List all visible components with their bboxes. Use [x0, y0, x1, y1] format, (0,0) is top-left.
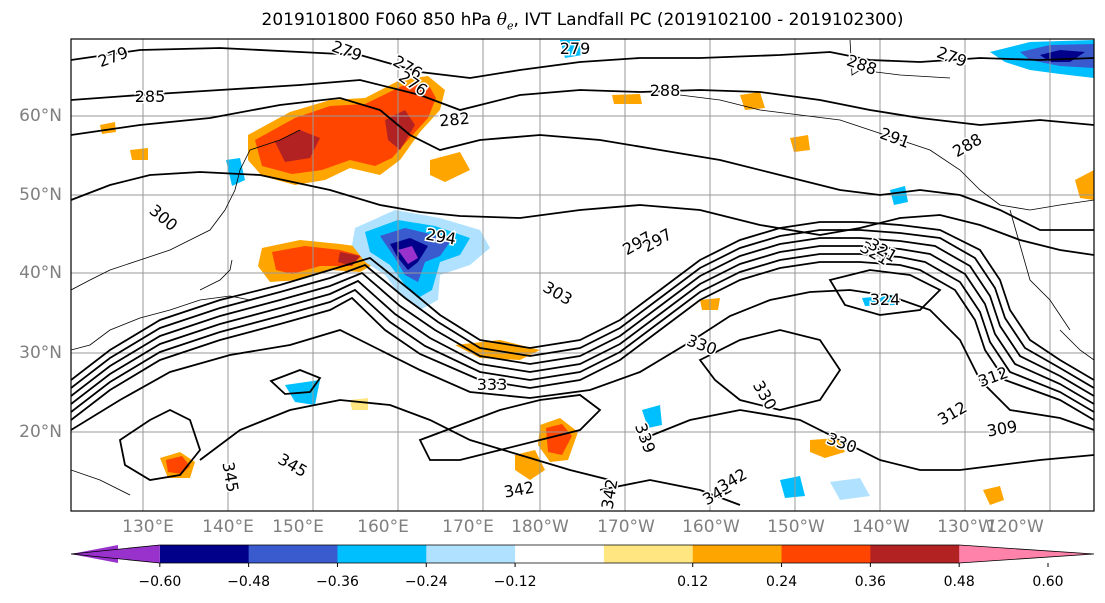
colorbar-tick-label: 0.12: [677, 574, 709, 590]
lon-label: 120°W: [986, 517, 1044, 537]
lon-label: 160°W: [682, 517, 740, 537]
lon-label: 170°E: [442, 517, 494, 537]
colorbar-segment: [337, 545, 427, 563]
theta-e-contours: [71, 47, 1094, 506]
lat-label: 60°N: [19, 106, 62, 126]
colorbar-tick-label: −0.12: [493, 574, 537, 590]
lon-label: 140°W: [852, 517, 910, 537]
contour-label: 285: [135, 87, 166, 106]
lon-label: 130°W: [937, 517, 995, 537]
theta-symbol: θ: [496, 10, 507, 30]
contour-label: 309: [985, 417, 1018, 441]
title-prefix: 2019101800 F060 850 hPa: [261, 10, 492, 30]
lat-label: 40°N: [19, 263, 62, 283]
lat-label: 20°N: [19, 422, 62, 442]
colorbar-tick-label: −0.48: [227, 574, 271, 590]
colorbar-tick-label: 0.60: [1032, 574, 1064, 590]
colorbar-tick-label: 0.24: [765, 574, 798, 590]
lon-label: 150°W: [767, 517, 825, 537]
map-frame: [70, 38, 1095, 512]
lon-label: 160°E: [357, 517, 409, 537]
lon-label: 170°W: [597, 517, 655, 537]
map-title: 2019101800 F060 850 hPa θe, IVT Landfall…: [0, 10, 1105, 32]
colorbar-segment: [603, 545, 694, 563]
colorbar-segment: [515, 545, 605, 563]
contour-label: 324: [870, 290, 901, 309]
lon-label: 130°E: [122, 517, 174, 537]
colorbar-segment: [781, 545, 871, 563]
ivt-shading: [100, 40, 1094, 505]
colorbar-segment: [692, 545, 783, 563]
lon-label: 150°E: [272, 517, 324, 537]
theta-subscript: e: [506, 19, 514, 33]
colorbar-extend-min-fill: [71, 545, 160, 563]
colorbar: [70, 544, 1095, 567]
colorbar-segment: [159, 545, 250, 563]
lon-label: 140°E: [202, 517, 254, 537]
lon-label: 180°W: [511, 517, 569, 537]
title-suffix: , IVT Landfall PC (2019102100 - 20191023…: [513, 10, 904, 30]
contour-label: 282: [438, 109, 470, 131]
colorbar-extend-max: [959, 545, 1094, 563]
lat-label: 50°N: [19, 185, 62, 205]
colorbar-tick-label: −0.60: [138, 574, 182, 590]
colorbar-segment: [426, 545, 516, 563]
colorbar-tick-label: 0.36: [854, 574, 886, 590]
colorbar-segment: [248, 545, 338, 563]
colorbar-tick-label: −0.24: [404, 574, 448, 590]
lat-label: 30°N: [19, 343, 62, 363]
contour-label: 333: [477, 375, 508, 394]
colorbar-tick-label: 0.48: [943, 574, 975, 590]
coastlines: [71, 39, 1094, 496]
colorbar-tick-label: −0.36: [316, 574, 359, 590]
contour-label: 279: [560, 39, 591, 58]
contour-label: 288: [650, 81, 681, 100]
colorbar-segment: [870, 545, 960, 563]
